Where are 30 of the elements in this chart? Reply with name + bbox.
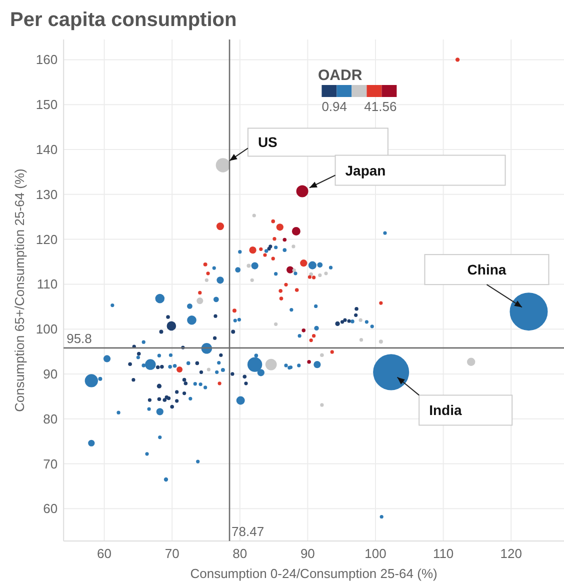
annotation: India: [429, 402, 462, 418]
ref-line-label: 78.47: [232, 524, 264, 539]
x-tick-label: 60: [97, 546, 112, 561]
x-tick-label: 110: [432, 546, 454, 561]
x-tick-label: 70: [164, 546, 180, 561]
x-tick-label: 80: [232, 546, 248, 561]
annotation: 41.56: [364, 99, 397, 114]
annotation: Japan: [345, 162, 386, 178]
y-tick-label: 60: [43, 501, 58, 516]
annotation: 0.94: [322, 99, 348, 114]
y-tick-label: 120: [36, 232, 58, 247]
y-tick-label: 160: [36, 52, 58, 68]
y-tick-label: 140: [36, 142, 58, 157]
y-tick-label: 90: [43, 366, 58, 382]
y-tick-label: 70: [43, 456, 58, 472]
x-tick-label: 120: [500, 546, 522, 561]
chart-title: Per capita consumption: [10, 9, 237, 31]
x-tick-label: 90: [300, 546, 315, 561]
annotation: US: [258, 134, 278, 150]
y-tick-label: 130: [36, 186, 58, 202]
y-tick-label: 110: [36, 276, 58, 292]
annotation: China: [467, 262, 506, 278]
x-tick-label: 100: [364, 546, 386, 561]
ref-line-label: 95.8: [66, 330, 92, 346]
y-tick-label: 150: [36, 97, 58, 112]
x-axis-title: Consumption 0-24/Consumption 25-64 (%): [190, 566, 438, 581]
y-axis-title: Consumption 65+/Consumption 25-64 (%): [12, 168, 27, 412]
y-tick-label: 100: [36, 322, 58, 337]
y-tick-label: 80: [43, 411, 58, 426]
legend-title: OADR: [318, 67, 362, 84]
